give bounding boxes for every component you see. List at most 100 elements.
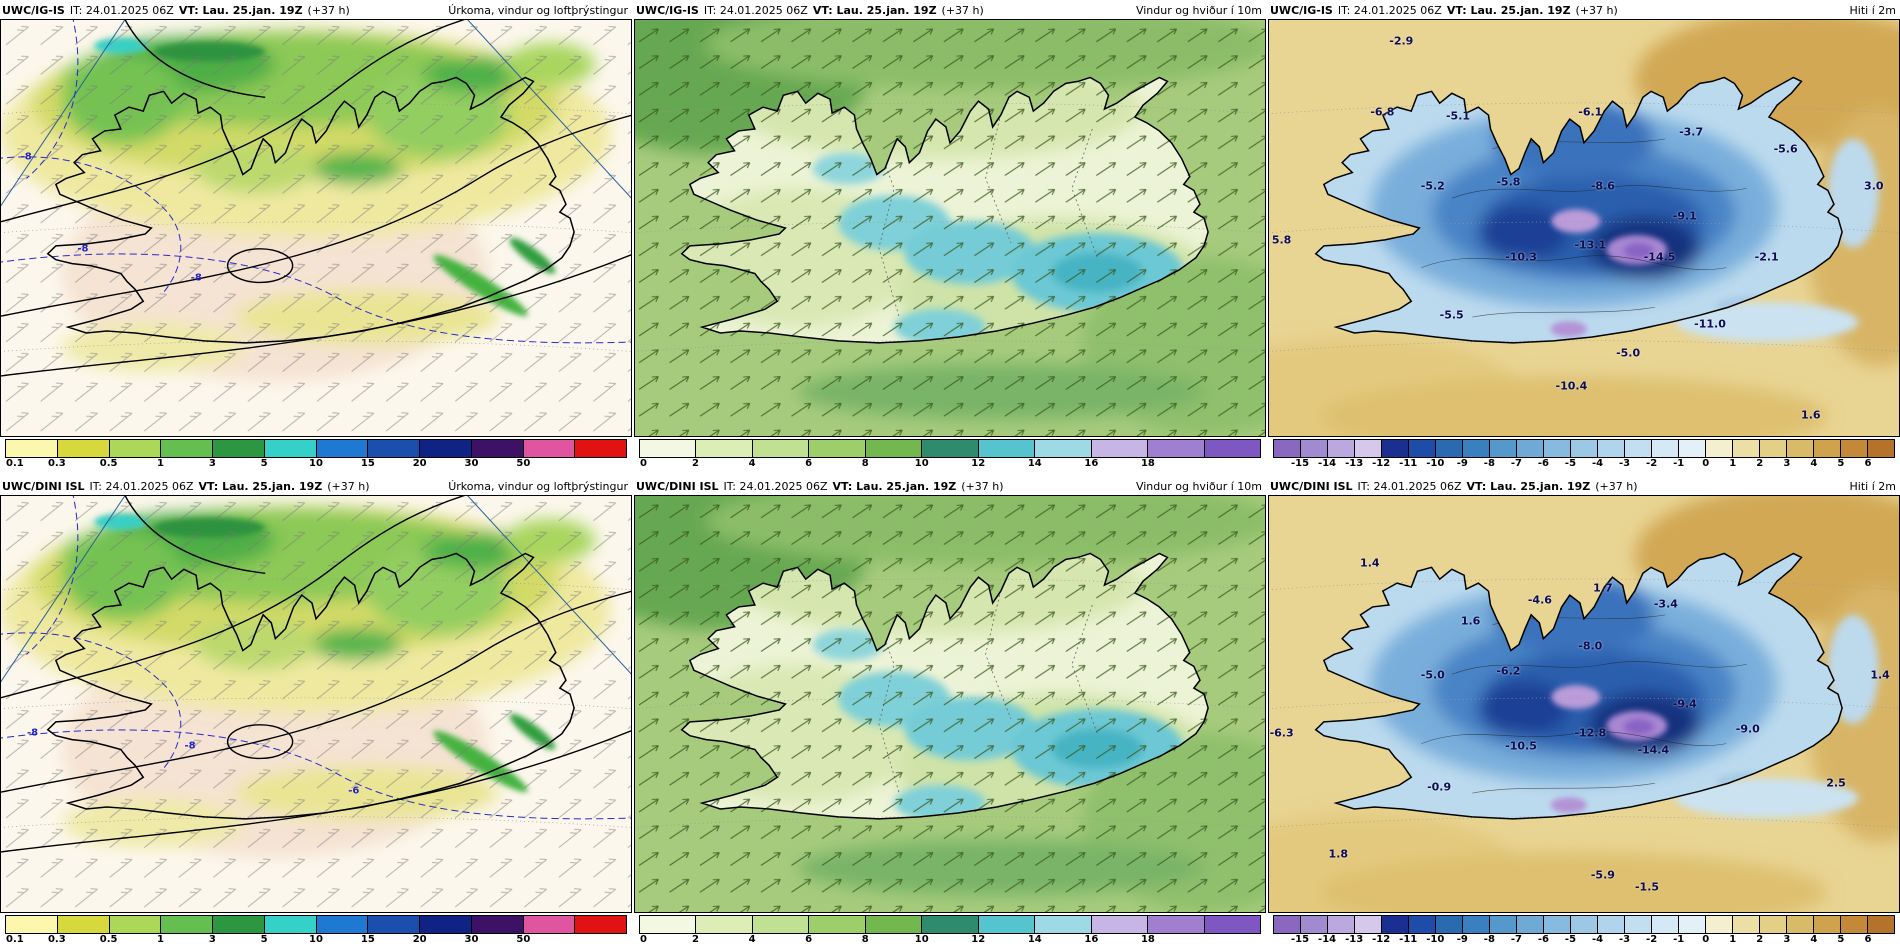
colorbar-tick-label: -5: [1564, 934, 1577, 945]
colorbar-tick-label: 1: [157, 458, 164, 469]
colorbar-tick-label: -12: [1372, 458, 1391, 469]
valid-time: VT: Lau. 25.jan. 19Z: [178, 3, 303, 17]
colorbar-tick-label: -10: [1426, 458, 1445, 469]
colorbar-segment: [1274, 916, 1301, 933]
panel-igis-temp: UWC/IG-IS IT: 24.01.2025 06Z VT: Lau. 25.j…: [1268, 0, 1900, 474]
colorbar-segment: [752, 440, 810, 457]
colorbar-segment: [978, 916, 1036, 933]
colorbar-tick-label: -14: [1318, 934, 1337, 945]
colorbar-tick-label: 0.1: [6, 934, 24, 945]
colorbar-segment: [1301, 916, 1328, 933]
colorbar-strip: [1273, 915, 1895, 934]
colorbar-tick-label: -15: [1290, 934, 1310, 945]
colorbar-tick-label: -4: [1591, 458, 1604, 469]
colorbar-tick-labels: -15 -14 -13 -12 -11 -10 -9 -8 -7 -6 -5 -4 -3 -2 -1 0 1 2 3…: [1273, 458, 1895, 471]
colorbar-tick-label: 4: [1810, 458, 1818, 469]
colorbar-segment: [1490, 440, 1517, 457]
colorbar-tick-label: 16: [1084, 934, 1099, 945]
colorbar-precipitation: 0.1 0.3 0.5 1 3 5 10 15 20 30 50: [5, 915, 627, 947]
colorbar-segment: [1517, 916, 1544, 933]
colorbar-tick-label: -6: [1537, 458, 1549, 469]
colorbar-segment: [1463, 440, 1490, 457]
colorbar-segment: [1544, 440, 1571, 457]
colorbar-tick-label: -2: [1646, 934, 1658, 945]
colorbar-segment: [6, 916, 58, 933]
run-info: UWC/IG-IS IT: 24.01.2025 06Z VT: Lau. 25.j…: [636, 4, 989, 17]
map-precipitation: -8 -8 -8: [0, 19, 632, 437]
colorbar-tick-label: 50: [516, 934, 531, 945]
colorbar-segment: [1787, 916, 1814, 933]
colorbar-strip: [5, 439, 627, 458]
lead-time: (+37 h): [307, 3, 350, 17]
colorbar-tick-labels: 0.1 0.3 0.5 1 3 5 10 15 20 30 50: [5, 934, 627, 947]
colorbar-segment: [1204, 916, 1260, 933]
colorbar-tick-label: 3: [1783, 458, 1791, 469]
colorbar-tick-label: -3: [1619, 458, 1631, 469]
colorbar-tick-label: 0: [1702, 934, 1710, 945]
colorbar-tick-label: -15: [1290, 458, 1310, 469]
colorbar-tick-label: 4: [748, 934, 756, 945]
colorbar-tick-label: -2: [1646, 458, 1658, 469]
colorbar-strip: [1273, 439, 1895, 458]
colorbar-segment: [1787, 440, 1814, 457]
colorbar-segment: [1679, 440, 1706, 457]
colorbar-tick-label: -4: [1591, 934, 1604, 945]
colorbar-segment: [264, 916, 317, 933]
colorbar-tick-label: 0.3: [47, 934, 66, 945]
colorbar-segment: [1679, 916, 1706, 933]
colorbar-segment: [1625, 440, 1652, 457]
colorbar-tick-label: 1: [1729, 934, 1737, 945]
colorbar-wind: 0 2 4 6 8 10 12 14 16 18: [639, 439, 1261, 471]
colorbar-tick-label: 0.1: [6, 458, 24, 469]
colorbar-segment: [1733, 916, 1760, 933]
colorbar-segment: [1544, 916, 1571, 933]
colorbar-segment: [109, 440, 162, 457]
colorbar-segment: [161, 916, 213, 933]
colorbar-temperature: -15 -14 -13 -12 -11 -10 -9 -8 -7 -6 -5 -4 -3 -2 -1 0 1 2 3…: [1273, 915, 1895, 947]
colorbar-tick-label: -7: [1510, 458, 1522, 469]
panel-header: UWC/DINI ISL IT: 24.01.2025 06Z VT: Lau. 2…: [0, 476, 632, 495]
panel-title: Vindur og hviður í 10m: [1135, 479, 1262, 493]
colorbar-tick-label: 12: [971, 934, 986, 945]
map-temperature: 1.4 1.7 -3.4 -4.6 1.6 -8.0 -5.0 -6.2 1.4 -9.4 -6.3…: [1268, 495, 1900, 913]
panel-dini-precip: UWC/DINI ISL IT: 24.01.2025 06Z VT: Lau. 2…: [0, 476, 632, 950]
colorbar-segment: [575, 916, 626, 933]
colorbar-segment: [1436, 440, 1463, 457]
map-wind-gusts: [634, 495, 1266, 913]
colorbar-segment: [865, 916, 923, 933]
valid-time: VT: Lau. 25.jan. 19Z: [198, 479, 323, 493]
colorbar-tick-label: 6: [805, 934, 813, 945]
colorbar-segment: [1625, 916, 1652, 933]
colorbar-tick-label: -5: [1564, 458, 1577, 469]
run-info: UWC/IG-IS IT: 24.01.2025 06Z VT: Lau. 25.j…: [2, 4, 355, 17]
colorbar-segment: [1868, 440, 1894, 457]
colorbar-tick-label: 6: [805, 458, 813, 469]
panel-title: Hiti í 2m: [1849, 3, 1896, 17]
panel-title: Úrkoma, vindur og loftþrýstingur: [448, 479, 628, 493]
panel-dini-temp: UWC/DINI ISL IT: 24.01.2025 06Z VT: Lau. 2…: [1268, 476, 1900, 950]
init-time: IT: 24.01.2025 06Z: [723, 479, 828, 493]
colorbar-segment: [523, 916, 576, 933]
precipitation-map-graphic: [1, 496, 631, 912]
colorbar-segment: [696, 440, 753, 457]
colorbar-tick-label: 12: [971, 458, 986, 469]
panel-header: UWC/DINI ISL IT: 24.01.2025 06Z VT: Lau. 2…: [634, 476, 1266, 495]
lead-time: (+37 h): [961, 479, 1004, 493]
colorbar-segment: [420, 916, 472, 933]
wind-map-graphic: [635, 20, 1265, 436]
colorbar-strip: [639, 439, 1261, 458]
colorbar-precipitation: 0.1 0.3 0.5 1 3 5 10 15 20 30 50: [5, 439, 627, 471]
colorbar-segment: [1706, 440, 1733, 457]
colorbar-tick-label: 5: [1837, 458, 1845, 469]
colorbar-segment: [1091, 440, 1149, 457]
colorbar-segment: [471, 440, 524, 457]
colorbar-segment: [922, 916, 979, 933]
colorbar-segment: [1598, 916, 1625, 933]
lead-time: (+37 h): [1595, 479, 1638, 493]
valid-time: VT: Lau. 25.jan. 19Z: [812, 3, 937, 17]
init-time: IT: 24.01.2025 06Z: [1337, 3, 1442, 17]
colorbar-segment: [1733, 440, 1760, 457]
colorbar-tick-labels: 0.1 0.3 0.5 1 3 5 10 15 20 30 50: [5, 458, 627, 471]
colorbar-segment: [696, 916, 753, 933]
colorbar-tick-label: 30: [464, 458, 479, 469]
